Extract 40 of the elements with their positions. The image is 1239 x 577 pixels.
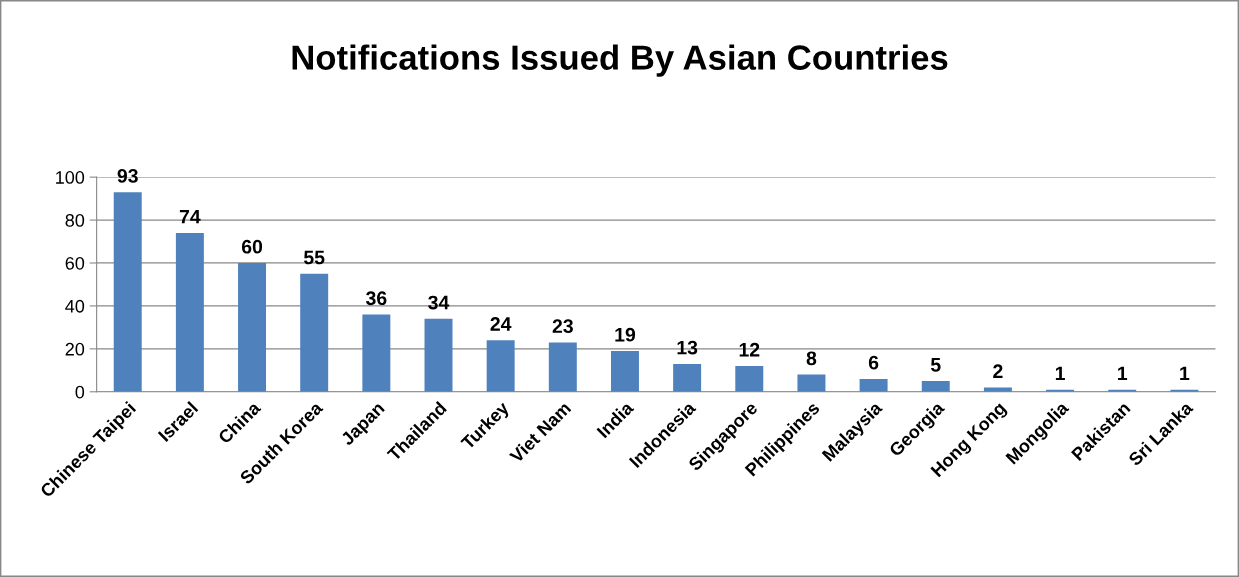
bar	[797, 374, 826, 392]
data-label: 8	[806, 351, 817, 366]
data-label: 93	[117, 169, 138, 183]
data-label: 6	[868, 355, 879, 370]
data-label: 34	[428, 295, 450, 310]
data-label: 55	[303, 250, 325, 265]
data-label: 1	[1118, 366, 1128, 381]
bar	[735, 366, 764, 392]
y-tick-label: 40	[65, 299, 85, 313]
y-tick-label: 0	[75, 385, 85, 399]
y-tick-label: 20	[65, 342, 85, 356]
y-tick-label: 60	[65, 256, 85, 270]
y-tick-label: 80	[65, 214, 85, 227]
bar	[486, 340, 515, 392]
bar	[238, 263, 267, 392]
bar	[673, 363, 702, 392]
data-label: 36	[365, 291, 387, 306]
bar	[859, 378, 888, 392]
data-label: 5	[930, 358, 941, 372]
bar	[175, 232, 204, 392]
bar	[362, 314, 391, 392]
data-label: 74	[179, 209, 201, 224]
data-label: 19	[615, 327, 636, 342]
bar	[300, 273, 329, 392]
data-label: 60	[241, 239, 263, 254]
data-label: 2	[993, 364, 1003, 378]
data-label: 23	[552, 319, 573, 334]
chart-title: Notifications Issued By Asian Countries	[292, 44, 948, 77]
data-label: 13	[677, 340, 698, 355]
bar	[424, 318, 453, 392]
data-label: 12	[739, 342, 760, 357]
bar	[113, 192, 142, 392]
data-label: 24	[490, 317, 512, 331]
bar	[548, 342, 577, 392]
bar	[610, 351, 639, 392]
data-label: 1	[1180, 366, 1190, 381]
bar	[921, 381, 950, 392]
y-tick-label: 100	[56, 171, 85, 184]
bar	[983, 387, 1012, 392]
data-label: 1	[1055, 366, 1065, 381]
